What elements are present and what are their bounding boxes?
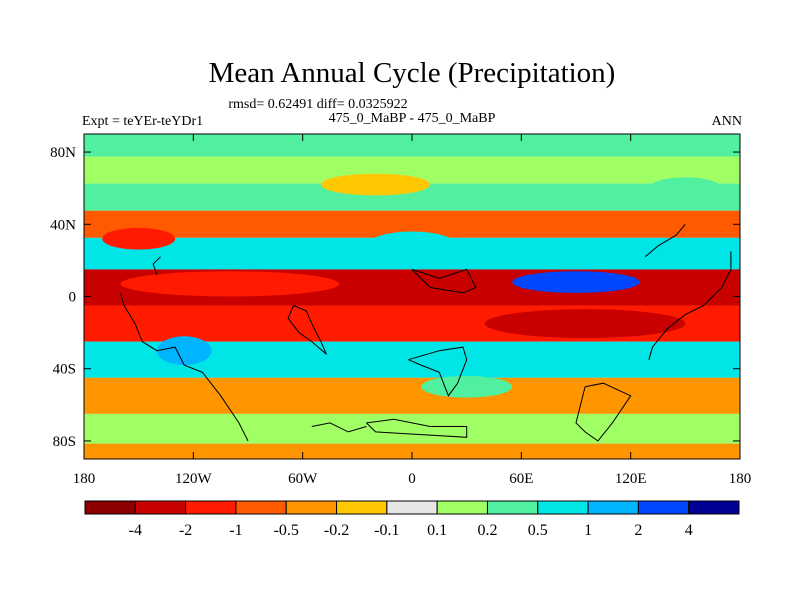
plot-area (84, 134, 740, 459)
colorbar-swatch (436, 500, 488, 515)
field-band (84, 443, 740, 459)
season-label: ANN (712, 114, 742, 129)
colorbar-swatch (235, 500, 287, 515)
colorbar-swatch (185, 500, 237, 515)
colorbar-swatch (134, 500, 187, 515)
field-anomaly (120, 271, 340, 297)
coastline (287, 305, 327, 355)
colorbar-swatch (285, 500, 338, 515)
field-anomaly (484, 309, 686, 339)
field-band (84, 377, 740, 414)
colorbar-label: 1 (584, 522, 592, 539)
colorbar-label: -1 (229, 522, 242, 539)
x-tick-label: 120W (175, 471, 213, 487)
x-tick-label: 120E (615, 471, 647, 487)
precipitation-field (84, 134, 740, 459)
colorbar: -4 -2 -1 -0.5 -0.2 -0.1 0.1 0.2 0.5 1 2 4 (84, 500, 740, 539)
coastline (366, 418, 468, 438)
colorbar-swatch (386, 500, 438, 515)
colorbar-swatch (537, 500, 589, 515)
colorbar-label: 0.1 (427, 522, 447, 539)
coastlines (119, 223, 732, 442)
x-axis: 180 120W 60W 0 60E 120E 180 (73, 134, 752, 487)
colorbar-swatch (688, 500, 740, 515)
coastline (575, 382, 632, 442)
y-axis: 80N 40N 0 40S 80S (50, 145, 740, 450)
field-anomaly (512, 271, 640, 293)
field-anomaly (156, 336, 212, 366)
colorbar-label: 2 (634, 522, 642, 539)
colorbar-swatch (486, 500, 539, 515)
experiment-label: Expt = teYEr-teYDr1 (82, 114, 203, 129)
field-anomaly (102, 227, 176, 250)
colorbar-label: -4 (129, 522, 142, 539)
colorbar-swatch (336, 500, 388, 515)
x-tick-label: 0 (408, 471, 416, 487)
x-tick-label: 180 (73, 471, 96, 487)
case-label: 475_0_MaBP - 475_0_MaBP (329, 111, 496, 126)
y-tick-label: 40N (50, 217, 76, 233)
colorbar-swatch (637, 500, 690, 515)
x-tick-label: 180 (729, 471, 752, 487)
colorbar-label: -0.5 (274, 522, 299, 539)
x-tick-label: 60W (288, 471, 318, 487)
field-anomaly (320, 173, 431, 196)
stats-line: rmsd= 0.62491 diff= 0.0325922 (228, 97, 407, 112)
coastline (644, 223, 686, 258)
coastline (648, 251, 732, 360)
colorbar-label: -2 (179, 522, 192, 539)
field-anomaly (366, 231, 458, 261)
colorbar-swatch (84, 500, 136, 515)
colorbar-label: -0.1 (374, 522, 399, 539)
field-anomaly (421, 375, 513, 398)
field-band (84, 413, 740, 444)
field-anomaly (648, 177, 722, 200)
colorbar-label: 0.2 (477, 522, 497, 539)
coastline (411, 268, 477, 294)
colorbar-label: 4 (685, 522, 693, 539)
colorbar-label: 0.5 (528, 522, 548, 539)
y-tick-label: 80N (50, 145, 76, 161)
colorbar-swatch (587, 500, 639, 515)
coastline (408, 346, 468, 397)
y-tick-label: 80S (53, 434, 76, 450)
colorbar-label: -0.2 (324, 522, 349, 539)
coastline (152, 256, 161, 275)
coastline (311, 422, 367, 433)
y-tick-label: 0 (69, 290, 77, 306)
y-tick-label: 40S (53, 362, 76, 378)
x-tick-label: 60E (509, 471, 533, 487)
coastline (119, 292, 249, 442)
field-band (84, 134, 740, 157)
chart-title: Mean Annual Cycle (Precipitation) (209, 57, 616, 89)
